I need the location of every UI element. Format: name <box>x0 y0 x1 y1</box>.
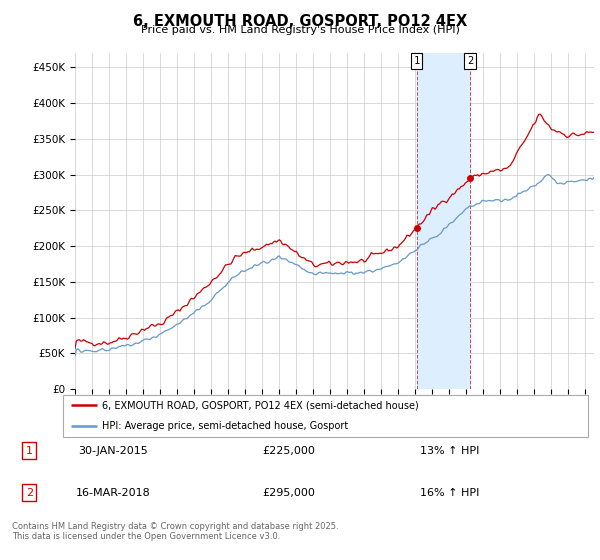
Bar <box>416 53 470 389</box>
Text: 30-JAN-2015: 30-JAN-2015 <box>78 446 148 456</box>
Text: Contains HM Land Registry data © Crown copyright and database right 2025.
This d: Contains HM Land Registry data © Crown c… <box>12 522 338 542</box>
FancyBboxPatch shape <box>63 395 588 437</box>
Text: HPI: Average price, semi-detached house, Gosport: HPI: Average price, semi-detached house,… <box>103 421 349 431</box>
Text: Price paid vs. HM Land Registry's House Price Index (HPI): Price paid vs. HM Land Registry's House … <box>140 25 460 35</box>
Text: 6, EXMOUTH ROAD, GOSPORT, PO12 4EX: 6, EXMOUTH ROAD, GOSPORT, PO12 4EX <box>133 14 467 29</box>
Text: £225,000: £225,000 <box>262 446 315 456</box>
Text: 1: 1 <box>26 446 33 456</box>
Text: 6, EXMOUTH ROAD, GOSPORT, PO12 4EX (semi-detached house): 6, EXMOUTH ROAD, GOSPORT, PO12 4EX (semi… <box>103 400 419 410</box>
Text: 13% ↑ HPI: 13% ↑ HPI <box>420 446 479 456</box>
Text: £295,000: £295,000 <box>262 488 315 498</box>
Text: 2: 2 <box>467 56 473 66</box>
Text: 1: 1 <box>413 56 420 66</box>
Text: 16-MAR-2018: 16-MAR-2018 <box>76 488 150 498</box>
Text: 16% ↑ HPI: 16% ↑ HPI <box>420 488 479 498</box>
Text: 2: 2 <box>26 488 33 498</box>
